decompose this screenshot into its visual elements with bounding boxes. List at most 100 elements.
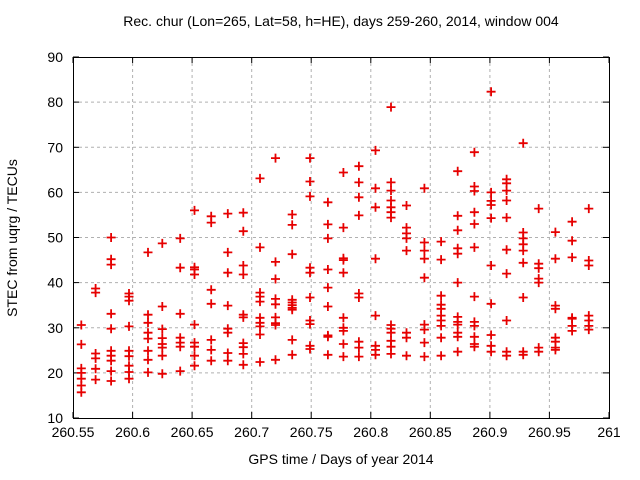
data-point bbox=[91, 364, 101, 374]
data-point bbox=[287, 210, 297, 219]
data-point bbox=[106, 366, 116, 376]
data-point bbox=[502, 316, 512, 325]
x-tick-label: 260.75 bbox=[290, 424, 333, 440]
data-point bbox=[190, 320, 199, 330]
data-point bbox=[106, 233, 116, 242]
tick-labels: 260.55 260.6 260.65 260.7 260.75 260.8 260.85 2… bbox=[47, 49, 620, 440]
data-point bbox=[338, 326, 348, 336]
data-point bbox=[371, 311, 380, 321]
data-point bbox=[76, 387, 86, 397]
data-point bbox=[338, 339, 348, 349]
data-point bbox=[518, 350, 528, 360]
data-point bbox=[486, 187, 496, 197]
data-point bbox=[518, 293, 528, 302]
data-point bbox=[486, 330, 496, 340]
data-point bbox=[206, 299, 216, 309]
y-tick-label: 30 bbox=[47, 320, 63, 336]
data-point bbox=[419, 183, 429, 193]
y-tick-label: 40 bbox=[47, 275, 63, 291]
data-point bbox=[402, 246, 411, 256]
data-point bbox=[323, 197, 333, 207]
data-point bbox=[238, 261, 248, 270]
data-point bbox=[453, 166, 463, 176]
data-point bbox=[271, 299, 280, 309]
data-point bbox=[106, 356, 116, 366]
data-point bbox=[502, 213, 512, 223]
data-point bbox=[402, 233, 411, 243]
x-tick-label: 260.8 bbox=[353, 424, 388, 440]
data-point bbox=[502, 245, 512, 255]
data-point bbox=[469, 242, 479, 252]
data-point bbox=[386, 213, 396, 223]
data-point bbox=[338, 255, 348, 265]
data-point bbox=[354, 343, 364, 353]
data-point bbox=[206, 345, 216, 355]
data-point bbox=[206, 285, 216, 295]
data-point bbox=[402, 351, 411, 361]
data-point bbox=[419, 254, 429, 264]
data-point bbox=[453, 211, 463, 221]
data-point bbox=[419, 325, 429, 335]
data-point bbox=[157, 324, 167, 334]
data-point bbox=[157, 238, 167, 248]
data-point bbox=[338, 223, 348, 233]
data-point bbox=[305, 191, 315, 201]
data-point bbox=[486, 87, 496, 97]
data-point bbox=[143, 346, 153, 356]
data-point bbox=[338, 313, 348, 323]
x-tick-label: 260.6 bbox=[115, 424, 150, 440]
data-point bbox=[305, 344, 315, 354]
data-point bbox=[323, 350, 333, 360]
y-axis-label: STEC from uqrg / TECUs bbox=[4, 159, 20, 317]
data-point bbox=[584, 325, 594, 335]
data-point bbox=[534, 263, 544, 273]
grid-lines bbox=[73, 57, 609, 418]
data-point bbox=[550, 304, 560, 314]
data-point bbox=[143, 318, 153, 328]
data-point bbox=[190, 205, 199, 215]
data-point bbox=[223, 247, 233, 257]
data-point bbox=[175, 342, 185, 352]
data-point bbox=[469, 219, 479, 229]
data-point bbox=[386, 328, 396, 338]
data-point bbox=[223, 328, 233, 338]
x-tick-label: 260.55 bbox=[52, 424, 95, 440]
data-point bbox=[106, 260, 116, 270]
data-point bbox=[287, 249, 297, 259]
data-point bbox=[190, 270, 199, 279]
x-tick-label: 260.9 bbox=[472, 424, 507, 440]
data-point bbox=[255, 173, 265, 183]
data-point bbox=[518, 246, 528, 256]
data-point bbox=[124, 374, 134, 384]
data-point bbox=[502, 351, 512, 361]
data-point bbox=[157, 351, 167, 361]
data-point bbox=[453, 320, 463, 330]
data-point bbox=[305, 319, 315, 329]
data-point bbox=[486, 347, 496, 357]
data-point bbox=[271, 320, 280, 330]
data-point bbox=[206, 356, 216, 366]
data-point bbox=[469, 207, 479, 217]
data-point bbox=[305, 293, 315, 302]
data-point bbox=[436, 255, 446, 265]
data-point bbox=[143, 247, 153, 257]
data-point bbox=[238, 226, 248, 236]
data-point bbox=[354, 192, 364, 202]
y-tick-label: 90 bbox=[47, 49, 63, 65]
y-tick-label: 20 bbox=[47, 365, 63, 381]
data-point bbox=[91, 288, 101, 298]
data-point bbox=[567, 252, 577, 262]
y-tick-label: 60 bbox=[47, 184, 63, 200]
data-point bbox=[419, 238, 429, 247]
x-axis-label: GPS time / Days of year 2014 bbox=[248, 451, 433, 467]
data-point bbox=[206, 335, 216, 345]
data-point bbox=[469, 342, 479, 352]
data-point bbox=[223, 209, 233, 219]
data-point bbox=[255, 242, 265, 252]
data-point bbox=[106, 376, 116, 386]
data-point bbox=[518, 138, 528, 148]
data-point bbox=[323, 233, 333, 243]
data-point bbox=[584, 261, 594, 270]
axis-ticks bbox=[72, 56, 610, 419]
